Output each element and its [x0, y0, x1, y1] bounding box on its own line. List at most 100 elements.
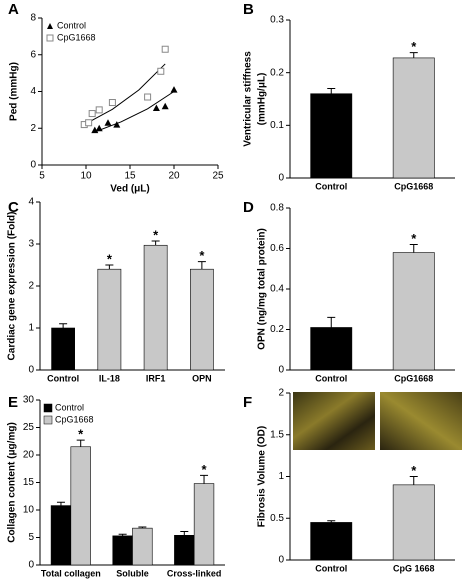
- y-tick-label: 25: [23, 422, 35, 433]
- point: [95, 124, 103, 132]
- bar: [132, 527, 153, 566]
- point: [170, 86, 178, 93]
- x-tick-label: IL-18: [99, 373, 120, 383]
- y-tick-label: 2: [28, 281, 34, 292]
- bar: [310, 327, 353, 371]
- y-tick-label: 2: [30, 123, 36, 134]
- point: [95, 106, 103, 114]
- y-tick-label: 1: [28, 323, 34, 334]
- bar: [50, 505, 72, 566]
- point: [157, 67, 165, 75]
- error-bar: [327, 87, 336, 94]
- legend-swatch: [43, 415, 53, 425]
- error-bar: [409, 52, 418, 58]
- bar: [143, 244, 168, 371]
- significance-star: *: [411, 463, 417, 478]
- panel-letter: E: [8, 394, 18, 411]
- y-tick-label: 1.5: [270, 429, 284, 440]
- y-tick-label: 8: [30, 13, 36, 24]
- legend-swatch: [43, 403, 53, 413]
- error-bar: [200, 474, 209, 484]
- panel-letter: C: [8, 199, 19, 216]
- point: [108, 99, 116, 107]
- y-axis-label: OPN (ng/mg total protein): [257, 228, 268, 350]
- y-axis-label: Ped (mmHg): [9, 62, 20, 121]
- legend-swatch: [47, 23, 53, 29]
- error-bar: [327, 316, 336, 328]
- point: [161, 102, 169, 110]
- x-tick-label: CpG1668: [394, 181, 433, 191]
- error-bar: [76, 439, 85, 447]
- x-tick-label: Control: [315, 181, 347, 191]
- y-tick-label: 0.1: [270, 120, 284, 131]
- y-tick-label: 4: [28, 197, 34, 208]
- x-tick-label: CpG1668: [394, 373, 433, 383]
- y-tick-label: 6: [30, 49, 36, 60]
- y-axis-label: Fibrosis Volume (OD): [257, 426, 268, 528]
- point: [91, 126, 99, 134]
- bar: [190, 268, 214, 371]
- y-tick-label: 4: [30, 86, 36, 97]
- bar: [174, 534, 195, 566]
- fit-curve: [94, 91, 175, 133]
- bar: [193, 483, 215, 566]
- panel-letter: F: [243, 394, 252, 411]
- bar: [70, 446, 91, 566]
- panel-letter: D: [243, 199, 254, 216]
- y-tick-label: 0: [278, 365, 284, 376]
- micrograph: [380, 392, 462, 450]
- bar: [310, 93, 353, 179]
- y-tick-label: 0: [278, 555, 284, 566]
- y-tick-label: 0.2: [270, 324, 284, 335]
- x-tick-label: 20: [168, 171, 180, 182]
- bar: [392, 484, 435, 561]
- bar: [310, 522, 353, 561]
- y-tick-label: 2: [278, 388, 284, 399]
- y-axis-label: (mmHg/μL): [257, 73, 268, 126]
- x-tick-label: Control: [315, 563, 347, 573]
- x-tick-label: Control: [315, 373, 347, 383]
- error-bar: [151, 240, 160, 246]
- y-tick-label: 0: [28, 560, 34, 571]
- legend-label: Control: [57, 20, 86, 30]
- error-bar: [197, 261, 206, 270]
- error-bar: [409, 476, 418, 485]
- y-tick-label: 0.4: [270, 284, 284, 295]
- y-axis-label: Cardiac gene expression (Fold): [7, 212, 18, 361]
- bar: [51, 327, 75, 371]
- y-tick-label: 1: [278, 471, 284, 482]
- significance-star: *: [199, 248, 205, 263]
- bar: [97, 268, 122, 371]
- x-tick-label: 15: [124, 171, 136, 182]
- panel-letter: A: [8, 1, 19, 18]
- micrograph: [293, 392, 375, 450]
- legend-label: Control: [55, 402, 84, 412]
- error-bar: [59, 323, 68, 328]
- y-axis-label: Collagen content (μg/mg): [7, 422, 18, 543]
- significance-star: *: [78, 427, 84, 442]
- significance-star: *: [411, 231, 417, 246]
- x-tick-label: Soluble: [116, 568, 149, 578]
- legend-label: CpG1668: [57, 32, 96, 42]
- y-tick-label: 0: [30, 160, 36, 171]
- error-bar: [138, 526, 147, 529]
- error-bar: [105, 264, 114, 270]
- x-tick-label: Cross-linked: [167, 568, 222, 578]
- significance-star: *: [107, 251, 113, 266]
- y-axis-label: Ventricular stiffness: [243, 51, 254, 147]
- x-tick-label: IRF1: [146, 373, 166, 383]
- x-tick-label: CpG 1668: [393, 563, 435, 573]
- significance-star: *: [411, 39, 417, 54]
- point: [85, 119, 93, 127]
- y-tick-label: 0.2: [270, 67, 284, 78]
- y-tick-label: 0: [278, 173, 284, 184]
- panel-letter: B: [243, 1, 254, 18]
- bar: [392, 252, 435, 371]
- x-tick-label: OPN: [192, 373, 212, 383]
- y-tick-label: 0.5: [270, 513, 284, 524]
- point: [88, 110, 96, 118]
- x-tick-label: 25: [212, 171, 224, 182]
- y-tick-label: 15: [23, 477, 35, 488]
- y-tick-label: 3: [28, 239, 34, 250]
